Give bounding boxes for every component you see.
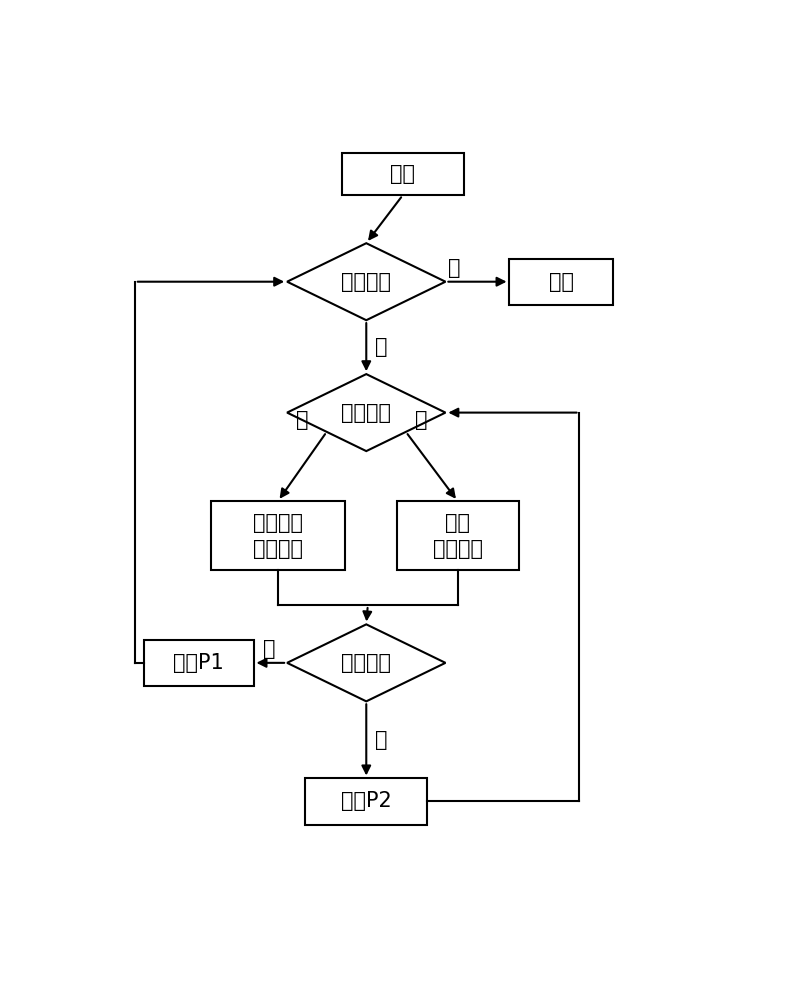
Text: 否: 否 [263,639,275,659]
Text: 启动
两路电源: 启动 两路电源 [432,513,483,559]
Bar [305,778,428,825]
Polygon shape [287,624,446,701]
Text: 压力P1: 压力P1 [174,653,224,673]
Bar [342,153,464,195]
Bar [509,259,613,305]
Bar [144,640,254,686]
Text: 转向信号: 转向信号 [341,653,391,673]
Polygon shape [287,374,446,451]
Text: 是: 是 [448,258,461,278]
Bar [397,501,519,570]
Text: 否: 否 [375,337,387,357]
Text: 开始: 开始 [391,164,415,184]
Text: 启动正常
一路电源: 启动正常 一路电源 [253,513,303,559]
Text: 是: 是 [296,410,309,430]
Text: 压力P2: 压力P2 [341,791,391,811]
Polygon shape [287,243,446,320]
Text: 停止: 停止 [549,272,574,292]
Text: 是: 是 [375,730,387,750]
Text: 故障信号: 故障信号 [341,403,391,423]
Bar [211,501,345,570]
Text: 手刹信号: 手刹信号 [341,272,391,292]
Text: 否: 否 [415,410,428,430]
